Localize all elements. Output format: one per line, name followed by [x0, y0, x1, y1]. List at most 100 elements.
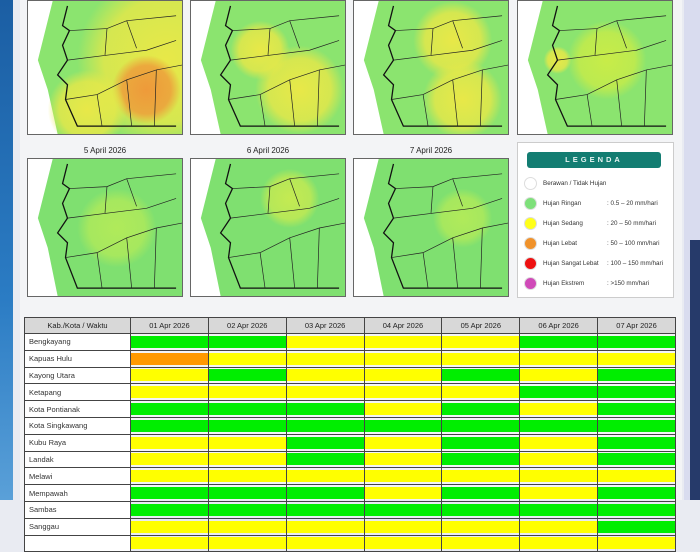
forecast-cell [363, 400, 443, 418]
forecast-cell [597, 349, 676, 368]
forecast-cell [207, 366, 287, 385]
region-name: Kayong Utara [24, 366, 131, 385]
forecast-cell [441, 450, 521, 469]
forecast-cell [207, 467, 287, 486]
forecast-cell [207, 433, 287, 452]
forecast-cell [130, 366, 209, 385]
forecast-cell [285, 534, 365, 552]
rainfall-map [353, 0, 509, 135]
legend-item: Hujan Ekstrem: >150 mm/hari [524, 276, 649, 290]
left-decor-stripe [0, 0, 13, 500]
header-date: 01 Apr 2026 [130, 317, 209, 334]
forecast-cell [285, 517, 365, 536]
forecast-cell [441, 484, 521, 502]
legend-name: Hujan Lebat [543, 239, 577, 247]
legend-range: : 0.5 – 20 mm/hari [607, 199, 658, 207]
header-date: 02 Apr 2026 [207, 317, 287, 334]
forecast-cell [519, 534, 599, 552]
forecast-cell [285, 333, 365, 351]
forecast-cell [519, 517, 599, 536]
forecast-cell [519, 333, 599, 351]
region-name: Kota Pontianak [24, 400, 131, 418]
region-name: Melawi [24, 467, 131, 486]
region-name: Sambas [24, 500, 131, 519]
table-row: Sambas [24, 500, 676, 519]
forecast-cell [597, 484, 676, 502]
forecast-cell [285, 400, 365, 418]
forecast-cell [597, 467, 676, 486]
header-region: Kab./Kota / Waktu [24, 317, 131, 334]
forecast-cell [597, 534, 676, 552]
table-row: Kota Pontianak [24, 400, 676, 418]
header-date: 06 Apr 2026 [519, 317, 599, 334]
forecast-cell [441, 383, 521, 402]
forecast-cell [441, 517, 521, 536]
forecast-cell [207, 500, 287, 519]
forecast-cell [519, 416, 599, 435]
forecast-cell [597, 333, 676, 351]
forecast-cell [207, 484, 287, 502]
legend-item: Berawan / Tidak Hujan [524, 176, 607, 190]
region-name: Kota Singkawang [24, 416, 131, 435]
legend-range: : 20 – 50 mm/hari [607, 219, 656, 227]
forecast-cell [207, 400, 287, 418]
forecast-cell [519, 383, 599, 402]
region-name: Mempawah [24, 484, 131, 502]
region-name: Landak [24, 450, 131, 469]
forecast-cell [597, 433, 676, 452]
legend-name: Berawan / Tidak Hujan [543, 179, 607, 187]
region-name [24, 534, 131, 552]
forecast-cell [597, 400, 676, 418]
region-name: Kapuas Hulu [24, 349, 131, 368]
forecast-table: Kab./Kota / Waktu 01 Apr 2026 02 Apr 2026 0… [24, 317, 676, 552]
forecast-cell [363, 366, 443, 385]
legend-swatch [524, 276, 537, 290]
rainfall-map [190, 0, 346, 135]
forecast-cell [207, 517, 287, 536]
map-date-label: 7 April 2026 [409, 146, 453, 155]
forecast-cell [363, 416, 443, 435]
forecast-cell [597, 450, 676, 469]
legend-name: Hujan Sangat Lebat [543, 259, 599, 267]
forecast-cell [519, 433, 599, 452]
legend-name: Hujan Sedang [543, 219, 583, 227]
forecast-cell [130, 517, 209, 536]
legend-title: LEGENDA [527, 152, 661, 168]
forecast-cell [207, 349, 287, 368]
rainfall-map [517, 0, 673, 135]
forecast-cell [130, 467, 209, 486]
forecast-cell [441, 366, 521, 385]
forecast-cell [441, 333, 521, 351]
table-row: Mempawah [24, 484, 676, 502]
forecast-cell [519, 366, 599, 385]
forecast-cell [130, 333, 209, 351]
forecast-cell [207, 383, 287, 402]
legend-item: Hujan Ringan: 0.5 – 20 mm/hari [524, 196, 658, 210]
table-row: Kayong Utara [24, 366, 676, 385]
table-row: Kota Singkawang [24, 416, 676, 435]
header-date: 04 Apr 2026 [363, 317, 443, 334]
region-name: Sanggau [24, 517, 131, 536]
rainfall-map [27, 158, 183, 297]
forecast-cell [441, 416, 521, 435]
forecast-cell [519, 400, 599, 418]
forecast-cell [207, 333, 287, 351]
table-row: Landak [24, 450, 676, 469]
forecast-cell [285, 433, 365, 452]
forecast-cell [363, 517, 443, 536]
forecast-cell [519, 450, 599, 469]
table-row: Kapuas Hulu [24, 349, 676, 368]
forecast-cell [597, 366, 676, 385]
forecast-cell [519, 349, 599, 368]
map-date-label: 6 April 2026 [246, 146, 290, 155]
forecast-cell [597, 383, 676, 402]
forecast-cell [130, 383, 209, 402]
forecast-cell [441, 534, 521, 552]
rainfall-map [27, 0, 183, 135]
forecast-cell [207, 450, 287, 469]
table-row [24, 534, 676, 552]
legend-item: Hujan Sangat Lebat: 100 – 150 mm/hari [524, 256, 663, 270]
rainfall-map [190, 158, 346, 297]
forecast-cell [363, 467, 443, 486]
header-date: 05 Apr 2026 [441, 317, 521, 334]
